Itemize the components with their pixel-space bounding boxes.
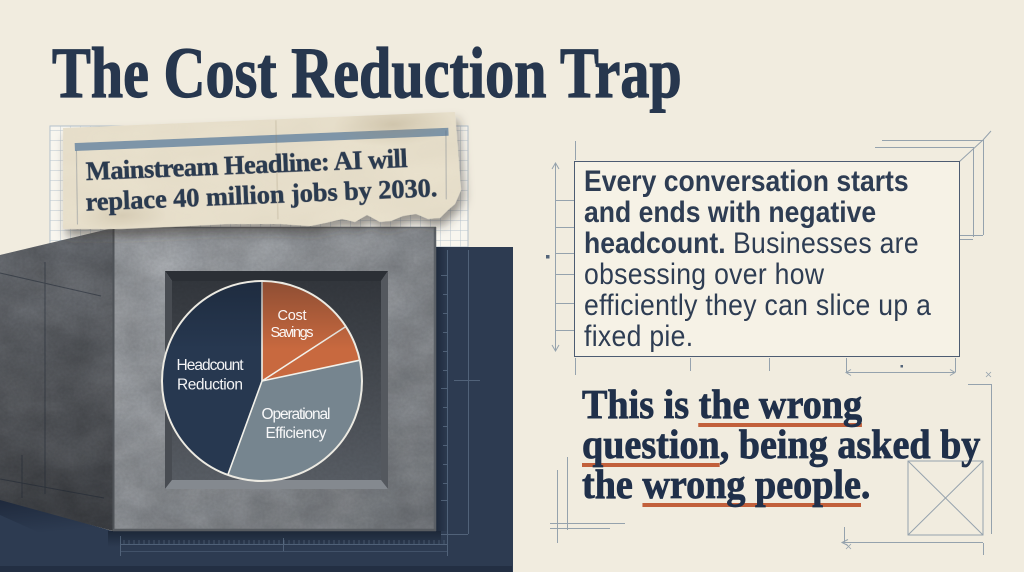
svg-text:Efficiency: Efficiency bbox=[266, 425, 327, 442]
svg-text:Headcount: Headcount bbox=[177, 357, 245, 374]
svg-text:Cost: Cost bbox=[278, 308, 307, 324]
svg-text:Reduction: Reduction bbox=[177, 377, 243, 394]
svg-text:Operational: Operational bbox=[262, 406, 331, 423]
svg-text:Savings: Savings bbox=[271, 325, 314, 341]
